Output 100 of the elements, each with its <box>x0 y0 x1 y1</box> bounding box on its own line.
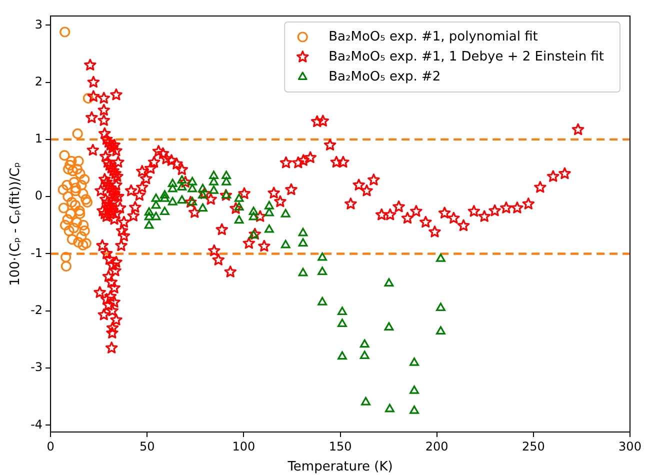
point <box>234 215 244 224</box>
point <box>78 240 88 250</box>
point <box>65 208 76 220</box>
point <box>198 203 208 212</box>
point <box>74 208 86 220</box>
y-tick-label: 1 <box>34 132 43 146</box>
y-tick-label: 2 <box>34 74 43 88</box>
point <box>72 216 82 228</box>
point <box>70 182 81 194</box>
point <box>62 191 74 202</box>
point <box>198 184 208 192</box>
point <box>79 174 90 185</box>
point <box>79 226 90 236</box>
point <box>160 206 170 216</box>
y-tick-label: 3 <box>34 17 43 32</box>
point <box>361 396 370 406</box>
point <box>74 206 85 216</box>
x-tick-label: 100 <box>232 439 256 454</box>
legend-label: Ba₂MoO₅ exp. #1, 1 Debye + 2 Einstein fit <box>328 49 604 64</box>
point <box>76 231 87 242</box>
point <box>60 252 72 262</box>
y-tick-label: -4 <box>30 417 43 432</box>
point <box>151 194 161 202</box>
point <box>68 176 80 188</box>
point <box>64 226 74 236</box>
point <box>298 228 308 236</box>
point <box>66 196 78 208</box>
y-tick-label: -1 <box>30 246 43 260</box>
point <box>222 170 232 180</box>
x-tick-label: 300 <box>618 439 642 454</box>
point <box>338 318 347 328</box>
point <box>60 260 72 272</box>
point <box>66 234 78 245</box>
point <box>318 296 328 306</box>
point <box>384 322 394 330</box>
point <box>360 350 370 360</box>
point <box>62 180 72 190</box>
point <box>198 190 208 198</box>
x-tick-label: 200 <box>425 439 448 454</box>
x-axis-title: Temperature (K) <box>286 460 393 475</box>
point <box>188 176 198 186</box>
x-tick-label: 0 <box>46 439 54 454</box>
point <box>385 404 394 412</box>
point <box>168 184 178 192</box>
point <box>70 200 81 210</box>
point <box>73 156 84 166</box>
point <box>168 196 178 206</box>
x-tick-label: 50 <box>139 439 155 454</box>
point <box>298 238 308 246</box>
point <box>318 252 328 261</box>
point <box>144 220 154 229</box>
point <box>436 326 446 334</box>
point <box>298 268 308 276</box>
point <box>80 238 92 249</box>
point <box>222 176 232 186</box>
point <box>188 196 198 206</box>
point <box>338 351 347 360</box>
point <box>209 170 218 180</box>
point <box>209 176 218 186</box>
point <box>80 194 92 205</box>
point <box>144 207 154 216</box>
point <box>234 194 244 202</box>
point <box>64 160 76 170</box>
y-tick-label: 0 <box>34 188 43 203</box>
point <box>410 386 419 394</box>
point <box>60 220 71 230</box>
point <box>360 339 370 348</box>
point <box>66 156 77 166</box>
point <box>436 302 446 312</box>
point <box>264 200 274 210</box>
point <box>72 164 83 174</box>
point <box>168 178 178 188</box>
point <box>338 306 347 316</box>
point <box>264 224 274 233</box>
point <box>436 254 446 262</box>
point <box>248 230 258 238</box>
point <box>73 236 84 248</box>
point <box>248 206 258 216</box>
x-tick-label: 150 <box>328 439 352 454</box>
point <box>67 166 78 176</box>
point <box>76 180 87 190</box>
point <box>248 212 258 220</box>
y-tick-label: -2 <box>30 302 43 317</box>
point <box>222 190 232 198</box>
y-axis-title: 100·(Cₚ - Cₚ(fit))/Cₚ <box>8 162 24 286</box>
point <box>264 208 274 216</box>
point <box>62 214 73 225</box>
point <box>280 208 290 218</box>
point <box>234 202 244 210</box>
point <box>151 200 161 209</box>
point <box>144 212 154 220</box>
point <box>82 196 93 208</box>
point <box>70 186 81 196</box>
point <box>209 186 218 194</box>
point <box>74 168 86 180</box>
legend-label: Ba₂MoO₅ exp. #2 <box>328 69 441 84</box>
point <box>160 194 170 202</box>
point <box>410 406 419 414</box>
point <box>58 202 69 214</box>
point <box>177 195 187 204</box>
